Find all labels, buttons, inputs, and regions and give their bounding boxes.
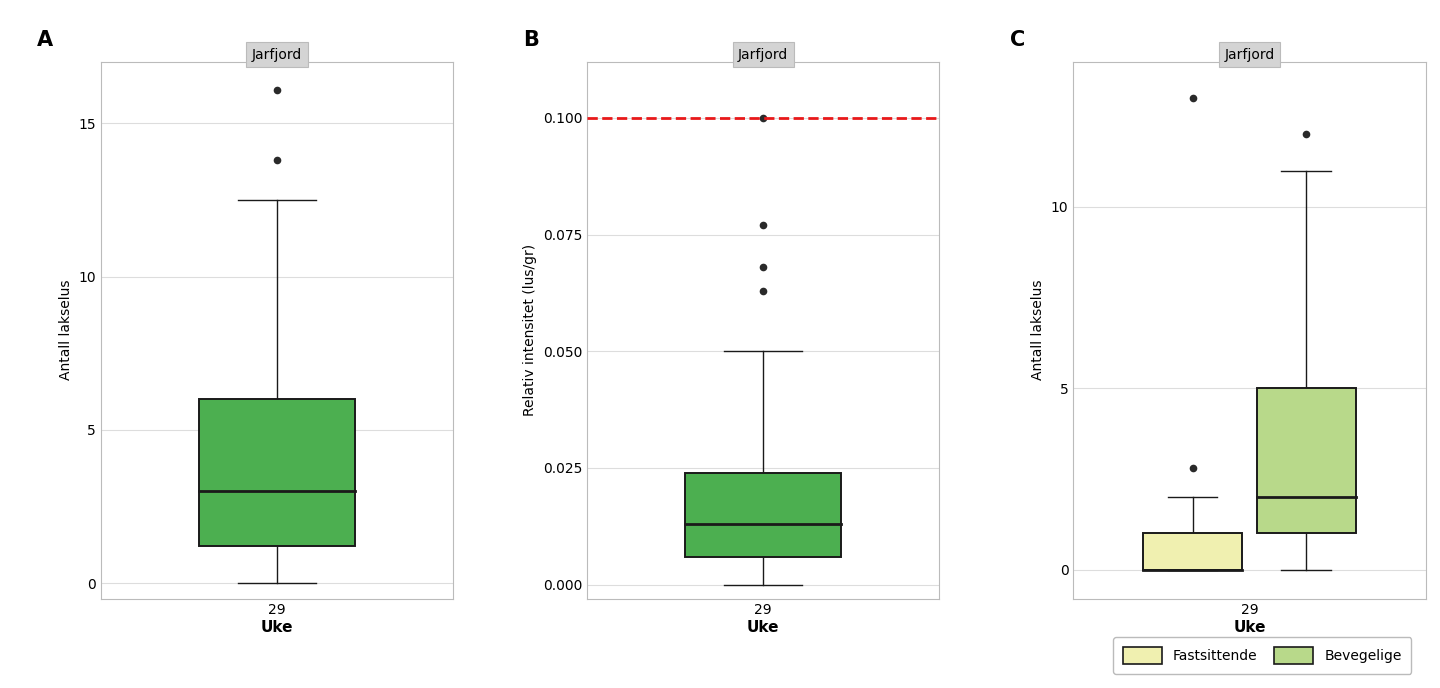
Y-axis label: Antall lakselus: Antall lakselus [59,280,73,380]
Title: Jarfjord: Jarfjord [252,48,302,62]
Text: B: B [524,30,540,50]
Y-axis label: Antall lakselus: Antall lakselus [1031,280,1045,380]
Bar [685,473,841,557]
Y-axis label: Relativ intensitet (lus/gr): Relativ intensitet (lus/gr) [523,244,537,416]
Title: Jarfjord: Jarfjord [1224,48,1274,62]
Bar [1257,388,1356,533]
Bar [1143,533,1243,570]
Legend: Fastsittende, Bevegelige: Fastsittende, Bevegelige [1113,637,1411,674]
X-axis label: Uke: Uke [747,620,779,635]
Bar [199,399,356,546]
Title: Jarfjord: Jarfjord [739,48,788,62]
Text: A: A [37,30,53,50]
X-axis label: Uke: Uke [261,620,294,635]
X-axis label: Uke: Uke [1233,620,1266,635]
Text: C: C [1009,30,1025,50]
